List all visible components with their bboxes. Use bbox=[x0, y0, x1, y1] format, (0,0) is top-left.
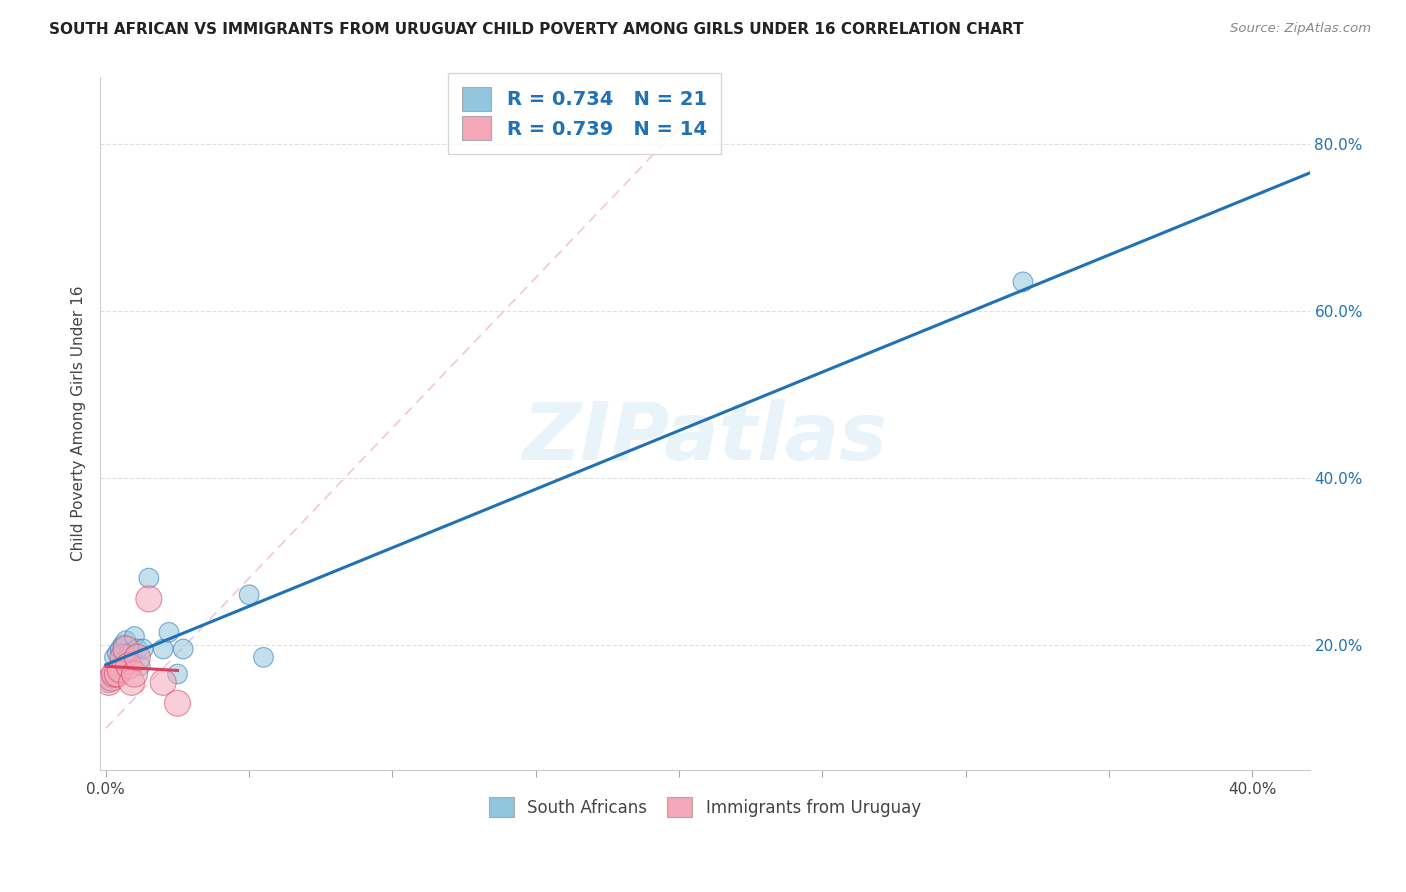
Point bbox=[138, 591, 160, 606]
Text: SOUTH AFRICAN VS IMMIGRANTS FROM URUGUAY CHILD POVERTY AMONG GIRLS UNDER 16 CORR: SOUTH AFRICAN VS IMMIGRANTS FROM URUGUAY… bbox=[49, 22, 1024, 37]
Point bbox=[105, 667, 128, 681]
Point bbox=[100, 671, 122, 685]
Y-axis label: Child Poverty Among Girls Under 16: Child Poverty Among Girls Under 16 bbox=[72, 286, 86, 561]
Point bbox=[138, 571, 160, 585]
Point bbox=[103, 667, 125, 681]
Point bbox=[121, 675, 143, 690]
Point bbox=[252, 650, 274, 665]
Point bbox=[166, 696, 188, 710]
Point bbox=[132, 642, 155, 657]
Point bbox=[108, 642, 131, 657]
Point bbox=[97, 675, 120, 690]
Point bbox=[166, 667, 188, 681]
Point bbox=[1012, 275, 1035, 289]
Text: Source: ZipAtlas.com: Source: ZipAtlas.com bbox=[1230, 22, 1371, 36]
Point bbox=[108, 663, 131, 677]
Point bbox=[112, 638, 135, 652]
Point bbox=[118, 646, 141, 660]
Point bbox=[115, 642, 138, 657]
Point bbox=[124, 630, 146, 644]
Point bbox=[121, 646, 143, 660]
Point bbox=[124, 667, 146, 681]
Point bbox=[127, 650, 149, 665]
Point bbox=[100, 671, 122, 685]
Point bbox=[127, 642, 149, 657]
Point bbox=[103, 650, 125, 665]
Legend: South Africans, Immigrants from Uruguay: South Africans, Immigrants from Uruguay bbox=[482, 790, 928, 824]
Point bbox=[152, 642, 174, 657]
Point bbox=[112, 650, 135, 665]
Point bbox=[105, 646, 128, 660]
Point bbox=[129, 658, 152, 673]
Text: ZIPatlas: ZIPatlas bbox=[522, 399, 887, 476]
Point bbox=[152, 675, 174, 690]
Point bbox=[97, 675, 120, 690]
Point bbox=[115, 633, 138, 648]
Point bbox=[172, 642, 194, 657]
Point bbox=[238, 588, 260, 602]
Point bbox=[157, 625, 180, 640]
Point bbox=[118, 658, 141, 673]
